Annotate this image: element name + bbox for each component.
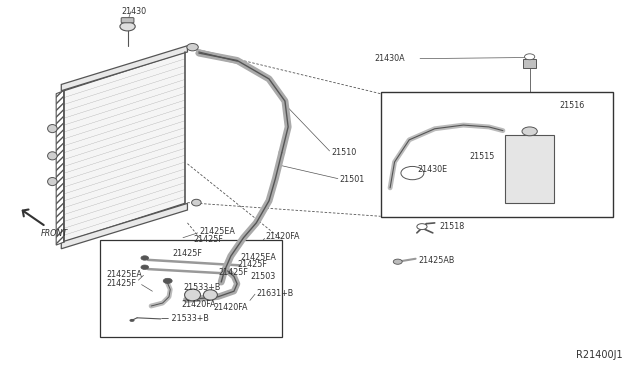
Text: 21510: 21510 — [332, 148, 356, 157]
Polygon shape — [64, 52, 185, 242]
Text: FRONT: FRONT — [41, 230, 68, 238]
Bar — [524, 59, 536, 68]
Text: 21515: 21515 — [470, 152, 495, 161]
Text: 21516: 21516 — [559, 102, 585, 110]
Circle shape — [163, 278, 172, 283]
Text: 21425EA: 21425EA — [241, 253, 276, 262]
Text: 21420FA: 21420FA — [213, 302, 248, 312]
Circle shape — [129, 319, 134, 322]
Text: 21503: 21503 — [250, 272, 275, 281]
Bar — [381, 92, 613, 217]
Circle shape — [141, 256, 148, 260]
Ellipse shape — [47, 177, 57, 186]
Ellipse shape — [187, 44, 198, 51]
Circle shape — [120, 22, 135, 31]
Ellipse shape — [191, 199, 201, 206]
Text: 21425EA: 21425EA — [106, 270, 143, 279]
Text: 21425F: 21425F — [106, 279, 136, 288]
Text: 21430: 21430 — [121, 7, 147, 16]
Text: 21420FA: 21420FA — [266, 232, 300, 241]
Circle shape — [401, 166, 424, 180]
Ellipse shape — [47, 125, 57, 133]
Circle shape — [525, 54, 535, 60]
Text: 21430E: 21430E — [417, 165, 447, 174]
Polygon shape — [61, 203, 188, 249]
Polygon shape — [61, 46, 188, 91]
Ellipse shape — [47, 152, 57, 160]
Text: 21425F: 21425F — [172, 249, 202, 258]
Text: 21425F: 21425F — [194, 235, 224, 244]
Text: 21501: 21501 — [339, 175, 364, 184]
Text: 21425EA: 21425EA — [199, 227, 235, 235]
Text: 21533+B: 21533+B — [183, 283, 220, 292]
Ellipse shape — [184, 289, 200, 301]
Text: 21518: 21518 — [439, 222, 465, 231]
Ellipse shape — [204, 290, 218, 300]
Text: R21400J1: R21400J1 — [576, 350, 623, 360]
Text: 21425AB: 21425AB — [418, 256, 454, 265]
Circle shape — [417, 224, 427, 230]
Text: — 21533+B: — 21533+B — [161, 314, 209, 323]
Bar — [100, 240, 282, 337]
Circle shape — [522, 127, 538, 136]
Text: 21430A: 21430A — [374, 54, 404, 63]
Text: 21420FA: 21420FA — [181, 300, 216, 309]
FancyBboxPatch shape — [121, 17, 134, 23]
Circle shape — [394, 259, 402, 264]
Circle shape — [141, 265, 148, 269]
Bar — [505, 135, 554, 203]
Polygon shape — [56, 91, 64, 245]
Text: 21425F: 21425F — [218, 268, 248, 277]
Text: 21631+B: 21631+B — [256, 289, 294, 298]
Text: 21425F: 21425F — [237, 260, 267, 269]
